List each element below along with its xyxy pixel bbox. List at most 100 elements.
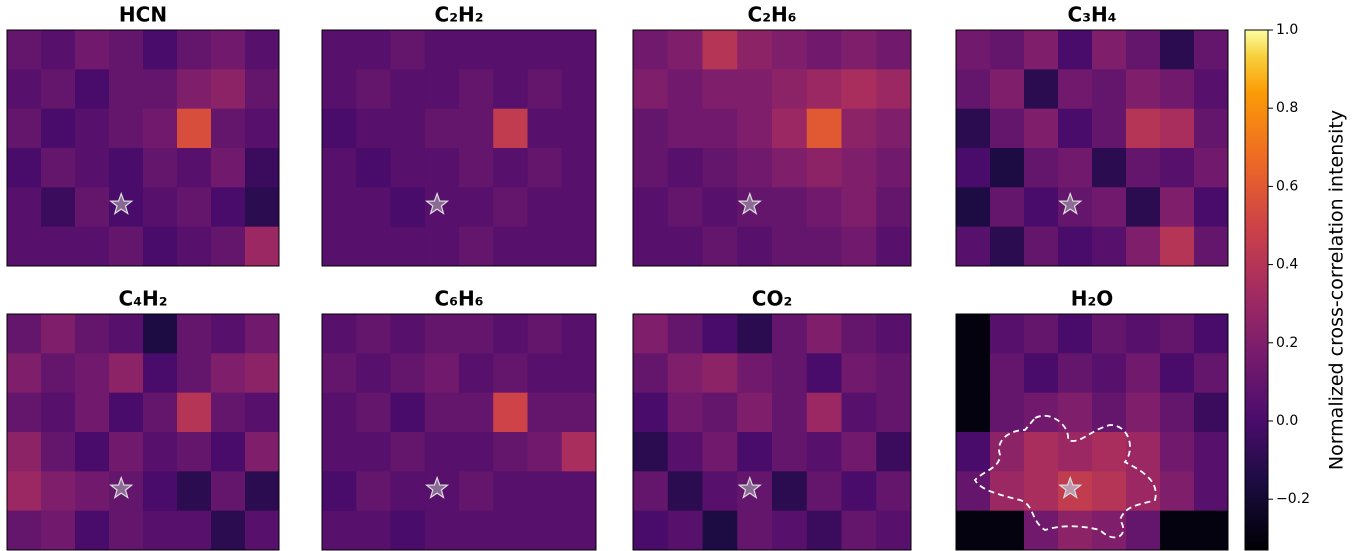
heatmap-cell [390, 314, 426, 354]
heatmap-cell [841, 314, 877, 354]
heatmap-cell [841, 392, 877, 433]
heatmap-cell [737, 353, 773, 394]
heatmap-cell [772, 353, 808, 394]
heatmap-cell [633, 471, 669, 512]
panel-frame [321, 313, 597, 551]
heatmap-cell [1024, 314, 1059, 354]
heatmap-cell [109, 108, 144, 149]
heatmap-cell [390, 30, 426, 70]
heatmap-cell [841, 226, 877, 267]
star-marker [1058, 475, 1083, 499]
heatmap-cell [75, 510, 110, 551]
heatmap-cell [177, 69, 212, 110]
heatmap-cell [737, 510, 773, 551]
heatmap-cell [459, 471, 494, 512]
heatmap-cell [633, 226, 669, 267]
colorbar-tick-label: 0.2 [1276, 335, 1298, 351]
heatmap-cell [990, 30, 1025, 70]
heatmap-cell [527, 108, 563, 149]
heatmap-cell [1058, 432, 1093, 472]
heatmap-cell [322, 471, 357, 512]
heatmap-cell [211, 510, 246, 551]
heatmap-cell [1058, 510, 1093, 551]
heatmap-cell [322, 69, 357, 110]
heatmap-cell [177, 314, 212, 354]
heatmap-cell [1024, 510, 1059, 551]
panel-frame [632, 313, 912, 551]
heatmap-cell [177, 30, 212, 70]
heatmap-cell [1194, 148, 1229, 188]
heatmap-cell [527, 226, 563, 267]
heatmap-cell [143, 471, 178, 512]
heatmap-cell [633, 187, 669, 228]
heatmap-cell [1194, 392, 1229, 433]
heatmap-cell [459, 226, 494, 267]
heatmap-cell [667, 148, 703, 188]
heatmap-cell [109, 314, 144, 354]
heatmap-cell [1126, 30, 1161, 70]
heatmap-cell [841, 108, 877, 149]
heatmap-cell [245, 30, 280, 70]
heatmap-cell [41, 69, 76, 110]
heatmap-cell [424, 226, 460, 267]
heatmap-cell [876, 108, 912, 149]
heatmap-cell [493, 226, 528, 267]
heatmap-cell [1126, 392, 1161, 433]
heatmap-cell [459, 148, 494, 188]
heatmap-cell [956, 187, 991, 228]
heatmap-cell [633, 69, 669, 110]
heatmap-cell [41, 432, 76, 472]
heatmap-cell [211, 226, 246, 267]
heatmap-cell [390, 187, 426, 228]
heatmap-cell [493, 353, 528, 394]
heatmap-cell [990, 226, 1025, 267]
heatmap-cell [322, 30, 357, 70]
heatmap-cell [772, 69, 808, 110]
heatmap-cell [1058, 314, 1093, 354]
heatmap-cell [737, 30, 773, 70]
heatmap-cell [493, 392, 528, 433]
heatmap-cell [806, 392, 842, 433]
star-marker [109, 475, 134, 499]
heatmap-cell [527, 187, 563, 228]
heatmap-cell [876, 392, 912, 433]
contour [973, 415, 1157, 539]
heatmap-cell [956, 314, 991, 354]
heatmap-cell [356, 432, 391, 472]
heatmap-cell [806, 432, 842, 472]
star-marker [424, 191, 450, 215]
heatmap-cell [177, 510, 212, 551]
heatmap-cell [527, 471, 563, 512]
heatmap-cell [1126, 314, 1161, 354]
heatmap-cell [41, 353, 76, 394]
heatmap-cell [527, 148, 563, 188]
heatmap-cell [956, 392, 991, 433]
heatmap-cell [841, 432, 877, 472]
heatmap-cell [806, 471, 842, 512]
heatmap-cell [75, 392, 110, 433]
heatmap-cell [109, 226, 144, 267]
heatmap-cell [1092, 148, 1127, 188]
heatmap-cell [75, 432, 110, 472]
heatmap-cell [990, 69, 1025, 110]
heatmap-cell [1160, 187, 1195, 228]
heatmap-cell [322, 314, 357, 354]
panel-title: CO₂ [752, 287, 792, 311]
heatmap-cell [1194, 314, 1229, 354]
heatmap-cell [493, 69, 528, 110]
heatmap-cell [459, 510, 494, 551]
heatmap-cell [75, 226, 110, 267]
heatmap-cell [956, 432, 991, 472]
heatmap-cell [1092, 353, 1127, 394]
heatmap-cell [990, 108, 1025, 149]
heatmap-cell [772, 148, 808, 188]
heatmap-cell [245, 353, 280, 394]
heatmap-cell [667, 392, 703, 433]
heatmap-cell [667, 314, 703, 354]
heatmap-cell [527, 510, 563, 551]
heatmap-cell [667, 432, 703, 472]
heatmap-cell [245, 471, 280, 512]
heatmap-cell [1160, 510, 1195, 551]
heatmap-cell [772, 471, 808, 512]
